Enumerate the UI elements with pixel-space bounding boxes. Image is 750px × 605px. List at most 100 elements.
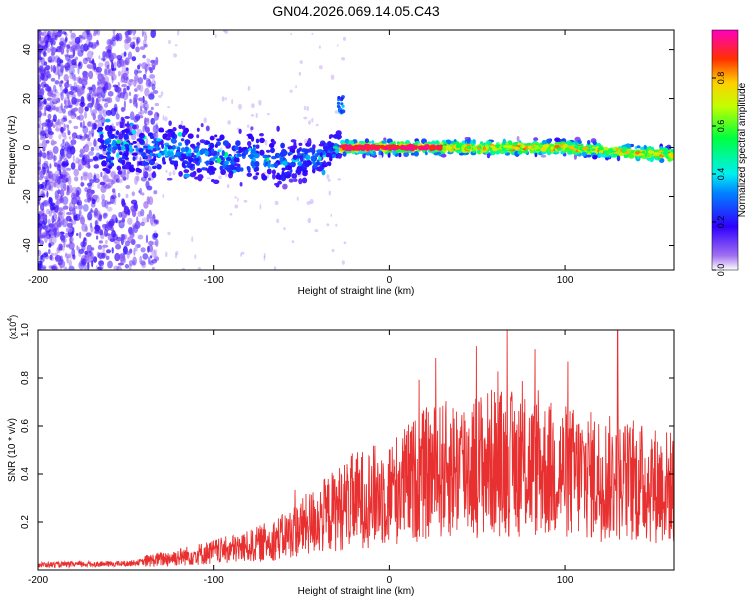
spectrogram-band-blob	[293, 173, 297, 179]
spectrogram-noise-blob	[54, 91, 60, 98]
spectrogram-noise-blob	[70, 40, 77, 46]
spectrogram-faint-blob	[318, 45, 321, 49]
spectrogram-noise-blob	[78, 106, 84, 114]
spectrogram-noise-blob	[87, 172, 93, 181]
spectrogram-ridge-blob	[379, 144, 386, 149]
spectrogram-ridge-blob	[653, 152, 659, 156]
spectrogram-faint-blob	[174, 252, 178, 259]
spectrogram-band-blob	[220, 169, 226, 175]
spectrogram-band-blob	[270, 147, 275, 154]
spectrogram-noise-blob	[66, 150, 72, 159]
spectrogram-band-blob	[239, 182, 243, 187]
spectrogram-noise-blob	[148, 244, 154, 253]
spectrogram-noise-blob	[111, 75, 114, 84]
spectrogram-noise-blob	[149, 74, 156, 79]
spectrogram-noise-blob	[85, 39, 89, 47]
spectrogram-noise-blob	[129, 111, 135, 121]
spectrogram-noise-blob	[118, 70, 121, 77]
spectrogram-faint-blob	[318, 65, 323, 70]
spectrogram-noise-blob	[86, 96, 91, 102]
spectrogram-noise-blob	[50, 236, 57, 244]
spectrogram-noise-blob	[66, 124, 70, 132]
spectrogram-faint-blob	[290, 32, 293, 36]
spectrogram-noise-blob	[62, 127, 66, 131]
spectrogram-noise-blob	[78, 209, 82, 217]
spectrogram-band-blob	[162, 156, 166, 163]
spectrogram-noise-blob	[44, 129, 48, 134]
spectrogram-noise-blob	[44, 35, 48, 41]
spectrogram-noise-blob	[41, 122, 48, 127]
spectrogram-noise-blob	[140, 209, 145, 217]
spectrogram-noise-blob	[68, 260, 72, 267]
spectrogram-noise-blob	[145, 234, 149, 244]
spectrogram-noise-blob	[97, 183, 101, 190]
spectrogram-noise-blob	[59, 189, 65, 197]
spectrogram-noise-blob	[148, 66, 153, 71]
spectrogram-noise-blob	[45, 179, 50, 186]
spectrogram-noise-blob	[56, 219, 63, 228]
spectrogram-noise-blob	[91, 62, 94, 71]
spectrogram-faint-blob	[303, 105, 306, 111]
spectrogram-noise-blob	[68, 120, 72, 124]
spectrogram-band-blob	[573, 153, 577, 160]
spectrogram-noise-blob	[152, 90, 159, 94]
spectrogram-noise-blob	[95, 66, 102, 73]
spectrogram-noise-blob	[58, 134, 62, 140]
spectrogram-band-blob	[131, 130, 136, 135]
spectrogram-noise-blob	[93, 62, 97, 70]
spectrogram-noise-blob	[149, 259, 152, 266]
spectrogram-noise-blob	[83, 237, 87, 242]
spectrogram-noise-blob	[58, 247, 63, 251]
spectrogram-noise-blob	[111, 62, 114, 71]
spectrogram-noise-blob	[103, 212, 108, 217]
spectrogram-band-blob	[219, 134, 225, 141]
spectrogram-ridge-blob	[405, 146, 412, 151]
spectrogram-noise-blob	[141, 217, 148, 224]
spectrogram-band-blob	[250, 148, 256, 153]
spectrogram-noise-blob	[99, 229, 104, 236]
spectrogram-ridge-blob	[366, 147, 370, 152]
spectrogram-noise-blob	[59, 59, 64, 64]
spectrogram-noise-blob	[54, 80, 60, 85]
spectrogram-band-blob	[296, 153, 303, 156]
spectrogram-noise-blob	[98, 62, 104, 67]
spectrogram-noise-blob	[58, 259, 66, 269]
spectrogram-noise-blob	[144, 106, 148, 114]
spectrogram-noise-blob	[134, 243, 138, 252]
spectrogram-noise-blob	[61, 118, 64, 125]
spectrogram-noise-blob	[107, 97, 113, 104]
spectrogram-noise-blob	[128, 79, 135, 82]
spectrogram-noise-blob	[86, 33, 93, 42]
spectrogram-noise-blob	[48, 186, 52, 191]
spectrogram-band-blob	[237, 153, 242, 157]
spectrogram-noise-blob	[45, 181, 47, 188]
spectrogram-noise-blob	[71, 97, 77, 105]
spectrogram-noise-blob	[127, 80, 134, 86]
spectrogram-noise-blob	[95, 195, 100, 203]
spectrogram-faint-blob	[263, 253, 266, 259]
spectrogram-noise-blob	[73, 58, 77, 64]
spectrogram-band-blob	[323, 145, 330, 152]
spectrogram-noise-blob	[65, 177, 69, 183]
spectrogram-noise-blob	[40, 72, 45, 81]
spectrogram-noise-blob	[118, 254, 124, 259]
snr-x-tick-label: -200	[28, 575, 48, 586]
spectrogram-noise-blob	[61, 31, 67, 35]
spectrogram-noise-blob	[131, 56, 137, 62]
spectrogram-noise-blob	[58, 207, 64, 212]
spectrogram-noise-blob	[145, 180, 150, 189]
spectrogram-faint-blob	[241, 251, 245, 255]
spectrogram-ridge-blob	[609, 148, 614, 152]
spectrogram-noise-blob	[104, 84, 108, 93]
spectrogram-noise-blob	[50, 64, 53, 73]
spectrogram-noise-blob	[140, 176, 147, 182]
spectrogram-noise-blob	[146, 196, 150, 205]
spectrogram-noise-blob	[56, 180, 61, 189]
spectrogram-band-blob	[123, 143, 130, 148]
spectrogram-noise-blob	[121, 215, 127, 219]
spectrogram-noise-blob	[135, 154, 138, 160]
spectrogram-faint-blob	[335, 223, 338, 227]
snr-multiplier-exp: 4	[7, 318, 14, 322]
spectrogram-band-blob	[255, 138, 260, 144]
spectrogram-band-blob	[196, 168, 202, 173]
